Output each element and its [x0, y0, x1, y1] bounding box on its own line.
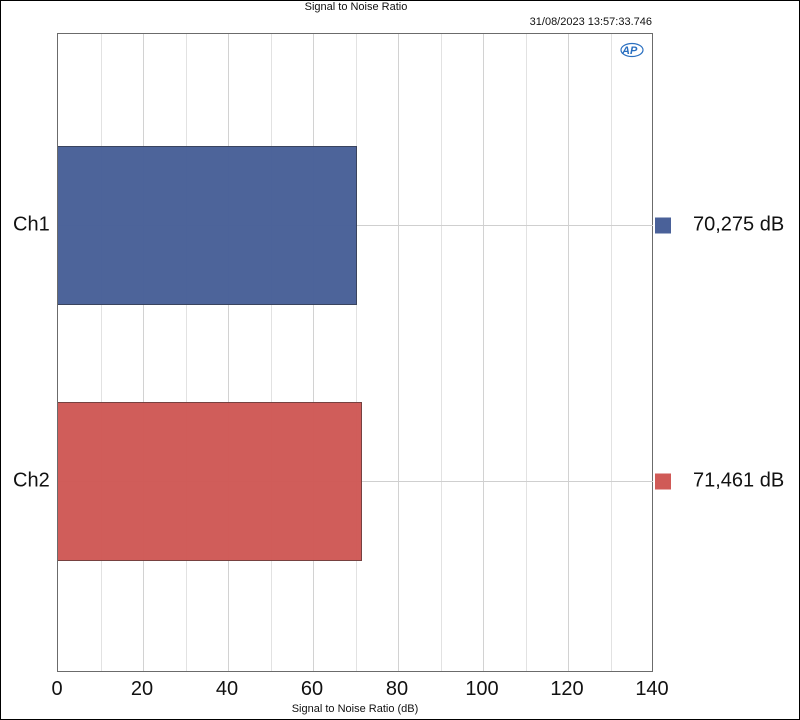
- x-tick-label: 40: [215, 678, 239, 700]
- grid-line-vertical: [185, 34, 187, 671]
- category-label-ch1: Ch1: [13, 213, 50, 236]
- grid-line-vertical: [270, 34, 272, 671]
- chart-title: Signal to Noise Ratio: [304, 1, 408, 13]
- grid-line-vertical: [355, 34, 357, 671]
- legend-item-ch2: 71,461 dB: [655, 470, 784, 493]
- x-tick-label: 0: [51, 678, 63, 700]
- timestamp: 31/08/2023 13:57:33.746: [529, 16, 652, 28]
- legend-item-ch1: 70,275 dB: [655, 214, 784, 237]
- bar-ch1: [58, 145, 357, 305]
- x-tick-label: 60: [300, 678, 324, 700]
- grid-line-vertical: [100, 34, 102, 671]
- legend-swatch: [655, 217, 671, 233]
- legend-value: 70,275 dB: [693, 213, 785, 236]
- legend-value: 71,461 dB: [693, 469, 785, 492]
- grid-line-vertical: [610, 34, 612, 671]
- x-tick-label: 140: [635, 678, 669, 700]
- x-tick-label: 20: [130, 678, 154, 700]
- ap-logo-icon: AP: [620, 42, 644, 58]
- x-axis-label: Signal to Noise Ratio (dB): [291, 703, 419, 715]
- x-tick-label: 120: [550, 678, 584, 700]
- bar-ch2: [58, 401, 362, 561]
- legend-swatch: [655, 473, 671, 489]
- plot-area: AP: [57, 33, 653, 672]
- grid-line-vertical: [568, 34, 569, 671]
- grid-line-vertical: [398, 34, 399, 671]
- grid-line-vertical: [483, 34, 484, 671]
- grid-line-vertical: [525, 34, 527, 671]
- category-label-ch2: Ch2: [13, 469, 50, 492]
- x-tick-label: 100: [465, 678, 499, 700]
- grid-line-vertical: [440, 34, 442, 671]
- grid-line-vertical: [313, 34, 314, 671]
- grid-line-vertical: [143, 34, 144, 671]
- grid-line-vertical: [228, 34, 229, 671]
- x-tick-label: 80: [385, 678, 409, 700]
- svg-text:AP: AP: [621, 45, 638, 57]
